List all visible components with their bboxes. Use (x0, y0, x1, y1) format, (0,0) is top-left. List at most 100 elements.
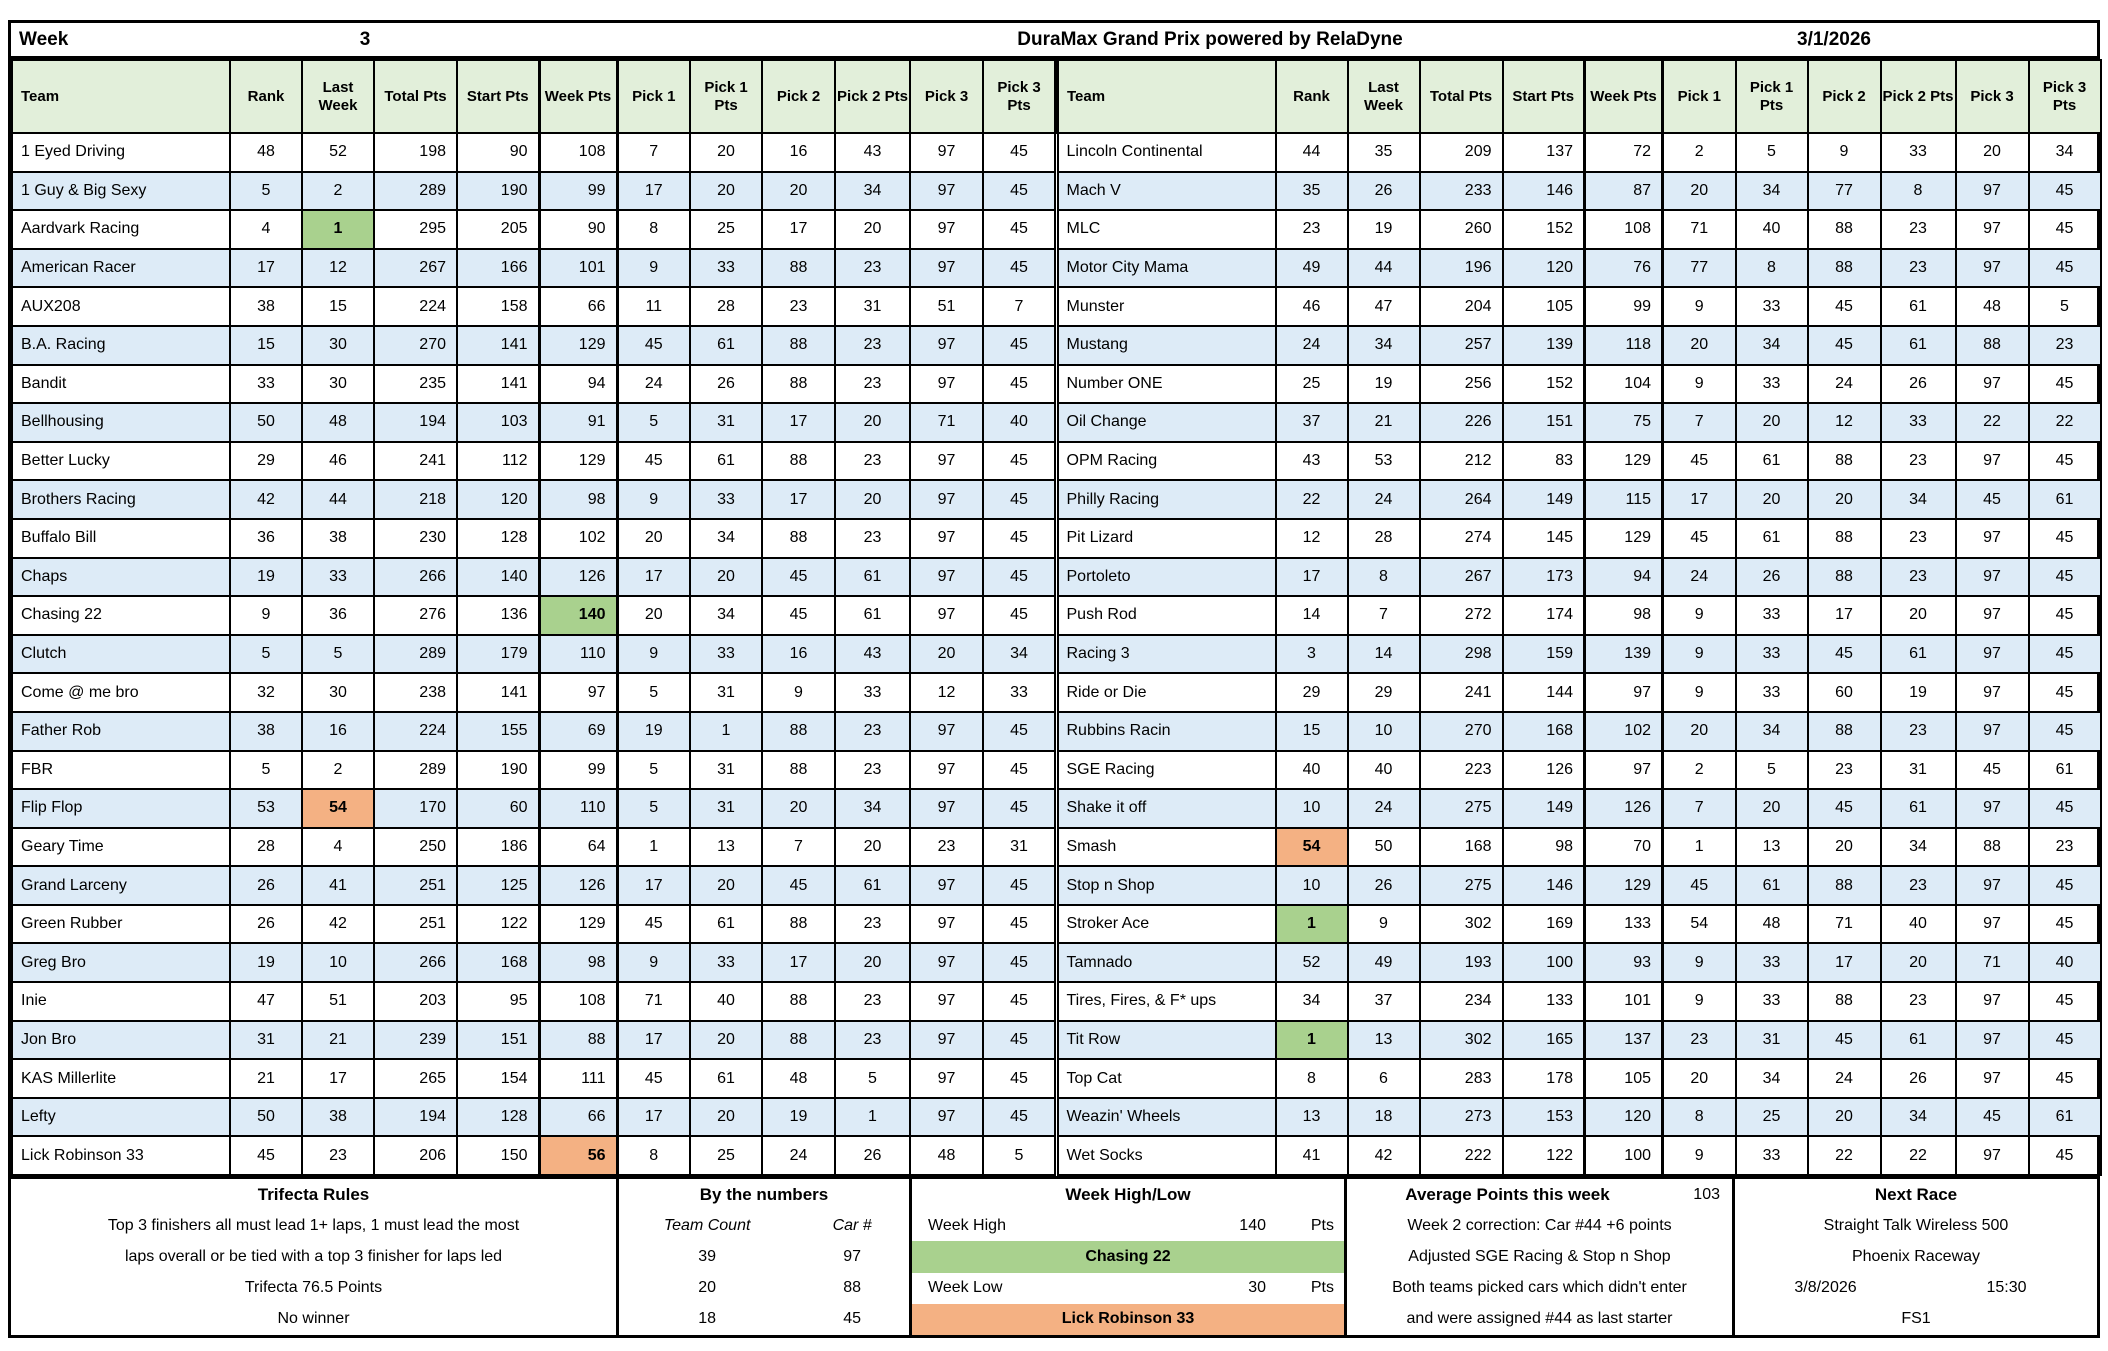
cell-pick1-pts[interactable]: 20 (689, 1096, 763, 1138)
cell-pick1-pts[interactable]: 25 (689, 1135, 763, 1177)
week-low-team-bar[interactable]: Lick Robinson 33 (912, 1303, 1344, 1335)
cell-pick3[interactable]: 97 (909, 517, 984, 559)
cell-start-pts[interactable]: 144 (1501, 672, 1586, 713)
cell-last-week[interactable]: 8 (1346, 556, 1421, 598)
cell-pick1[interactable]: 7 (615, 132, 691, 173)
cell-pick2[interactable]: 17 (1806, 595, 1882, 636)
cell-pick1-pts[interactable]: 33 (1734, 672, 1809, 713)
cell-pick2-pts[interactable]: 20 (1879, 595, 1957, 636)
cell-total-pts[interactable]: 302 (1418, 1019, 1504, 1061)
cell-pick2-pts[interactable]: 61 (1879, 1019, 1957, 1061)
cell-last-week[interactable]: 9 (1346, 903, 1421, 945)
cell-week-pts[interactable]: 101 (537, 247, 618, 289)
team-name-cell[interactable]: FBR (11, 749, 231, 791)
cell-pick3-pts[interactable]: 45 (982, 595, 1056, 636)
team-count-value[interactable]: 20 (698, 1279, 717, 1297)
cell-pick3-pts[interactable]: 45 (982, 710, 1056, 752)
cell-pick3[interactable]: 20 (909, 633, 984, 675)
cell-pick1[interactable]: 45 (615, 324, 691, 366)
cell-start-pts[interactable]: 137 (1501, 132, 1586, 173)
cell-pick2[interactable]: 20 (761, 170, 836, 212)
cell-pick2-pts[interactable]: 33 (1879, 402, 1957, 443)
cell-week-pts[interactable]: 129 (537, 440, 618, 482)
cell-pick3[interactable]: 97 (1954, 440, 2030, 482)
cell-pick2-pts[interactable]: 5 (834, 1058, 911, 1099)
cell-total-pts[interactable]: 270 (373, 324, 458, 366)
car-number-value[interactable]: 97 (843, 1248, 862, 1265)
cell-pick1[interactable]: 45 (1661, 865, 1737, 906)
cell-pick1[interactable]: 71 (615, 981, 691, 1022)
cell-pick2-pts[interactable]: 20 (834, 942, 911, 984)
cell-pick2-pts[interactable]: 20 (834, 402, 911, 443)
team-name-cell[interactable]: 1 Guy & Big Sexy (11, 170, 231, 212)
cell-pick1-pts[interactable]: 20 (689, 865, 763, 906)
cell-pick1[interactable]: 9 (615, 942, 691, 984)
cell-pick3[interactable]: 97 (909, 1096, 984, 1138)
week-label[interactable]: Week (19, 28, 69, 50)
team-name-cell[interactable]: Better Lucky (11, 440, 231, 482)
cell-start-pts[interactable]: 186 (456, 826, 540, 868)
cell-start-pts[interactable]: 169 (1501, 903, 1586, 945)
cell-pick1-pts[interactable]: 25 (689, 209, 763, 250)
cell-pick2-pts[interactable]: 23 (834, 981, 911, 1022)
col-header-pick2[interactable]: Pick 2 (761, 59, 836, 134)
cell-rank[interactable]: 21 (229, 1058, 303, 1099)
cell-pick2-pts[interactable]: 20 (834, 826, 911, 868)
cell-last-week[interactable]: 16 (301, 710, 375, 752)
cell-pick1[interactable]: 17 (1661, 479, 1737, 520)
cell-week-pts[interactable]: 129 (1583, 440, 1664, 482)
cell-total-pts[interactable]: 264 (1418, 479, 1504, 520)
cell-start-pts[interactable]: 95 (456, 981, 540, 1022)
cell-week-pts[interactable]: 69 (537, 710, 618, 752)
cell-pick3[interactable]: 97 (1954, 556, 2030, 598)
cell-pick3-pts[interactable]: 45 (2027, 363, 2102, 405)
team-name-cell[interactable]: MLC (1056, 209, 1277, 250)
cell-last-week[interactable]: 15 (301, 286, 375, 327)
cell-pick2[interactable]: 88 (1806, 247, 1882, 289)
cell-start-pts[interactable]: 128 (456, 517, 540, 559)
team-name-cell[interactable]: Push Rod (1056, 595, 1277, 636)
cell-week-pts[interactable]: 110 (537, 788, 618, 829)
team-name-cell[interactable]: Green Rubber (11, 903, 231, 945)
cell-start-pts[interactable]: 146 (1501, 865, 1586, 906)
cell-rank[interactable]: 12 (1274, 517, 1349, 559)
cell-pick3-pts[interactable]: 34 (2027, 132, 2102, 173)
cell-week-pts[interactable]: 66 (537, 286, 618, 327)
cell-start-pts[interactable]: 141 (456, 672, 540, 713)
cell-start-pts[interactable]: 166 (456, 247, 540, 289)
cell-pick2[interactable]: 20 (761, 788, 836, 829)
cell-last-week[interactable]: 42 (301, 903, 375, 945)
cell-pick2[interactable]: 88 (1806, 710, 1882, 752)
cell-pick1-pts[interactable]: 61 (1734, 865, 1809, 906)
cell-pick3-pts[interactable]: 45 (982, 1058, 1056, 1099)
team-name-cell[interactable]: Stop n Shop (1056, 865, 1277, 906)
cell-week-pts[interactable]: 115 (1583, 479, 1664, 520)
col-header-pick3[interactable]: Pick 3 (909, 59, 984, 134)
cell-total-pts[interactable]: 273 (1418, 1096, 1504, 1138)
cell-pick2-pts[interactable]: 1 (834, 1096, 911, 1138)
cell-start-pts[interactable]: 83 (1501, 440, 1586, 482)
cell-pick2[interactable]: 88 (761, 981, 836, 1022)
team-name-cell[interactable]: Tires, Fires, & F* ups (1056, 981, 1277, 1022)
cell-week-pts[interactable]: 70 (1583, 826, 1664, 868)
cell-pick2[interactable]: 16 (761, 633, 836, 675)
team-name-cell[interactable]: Bellhousing (11, 402, 231, 443)
cell-total-pts[interactable]: 209 (1418, 132, 1504, 173)
cell-pick2-pts[interactable]: 31 (834, 286, 911, 327)
cell-start-pts[interactable]: 141 (456, 324, 540, 366)
team-count-value[interactable]: 18 (698, 1310, 717, 1328)
cell-start-pts[interactable]: 168 (456, 942, 540, 984)
cell-start-pts[interactable]: 159 (1501, 633, 1586, 675)
car-number-value[interactable]: 88 (843, 1279, 862, 1297)
cell-pick3[interactable]: 97 (1954, 247, 2030, 289)
cell-start-pts[interactable]: 151 (456, 1019, 540, 1061)
cell-last-week[interactable]: 51 (301, 981, 375, 1022)
cell-pick2[interactable]: 22 (1806, 1135, 1882, 1177)
cell-pick1[interactable]: 20 (1661, 1058, 1737, 1099)
cell-pick3[interactable]: 97 (1954, 903, 2030, 945)
cell-week-pts[interactable]: 72 (1583, 132, 1664, 173)
cell-last-week[interactable]: 37 (1346, 981, 1421, 1022)
cell-pick2[interactable]: 17 (761, 942, 836, 984)
cell-pick2-pts[interactable]: 19 (1879, 672, 1957, 713)
cell-last-week[interactable]: 7 (1346, 595, 1421, 636)
